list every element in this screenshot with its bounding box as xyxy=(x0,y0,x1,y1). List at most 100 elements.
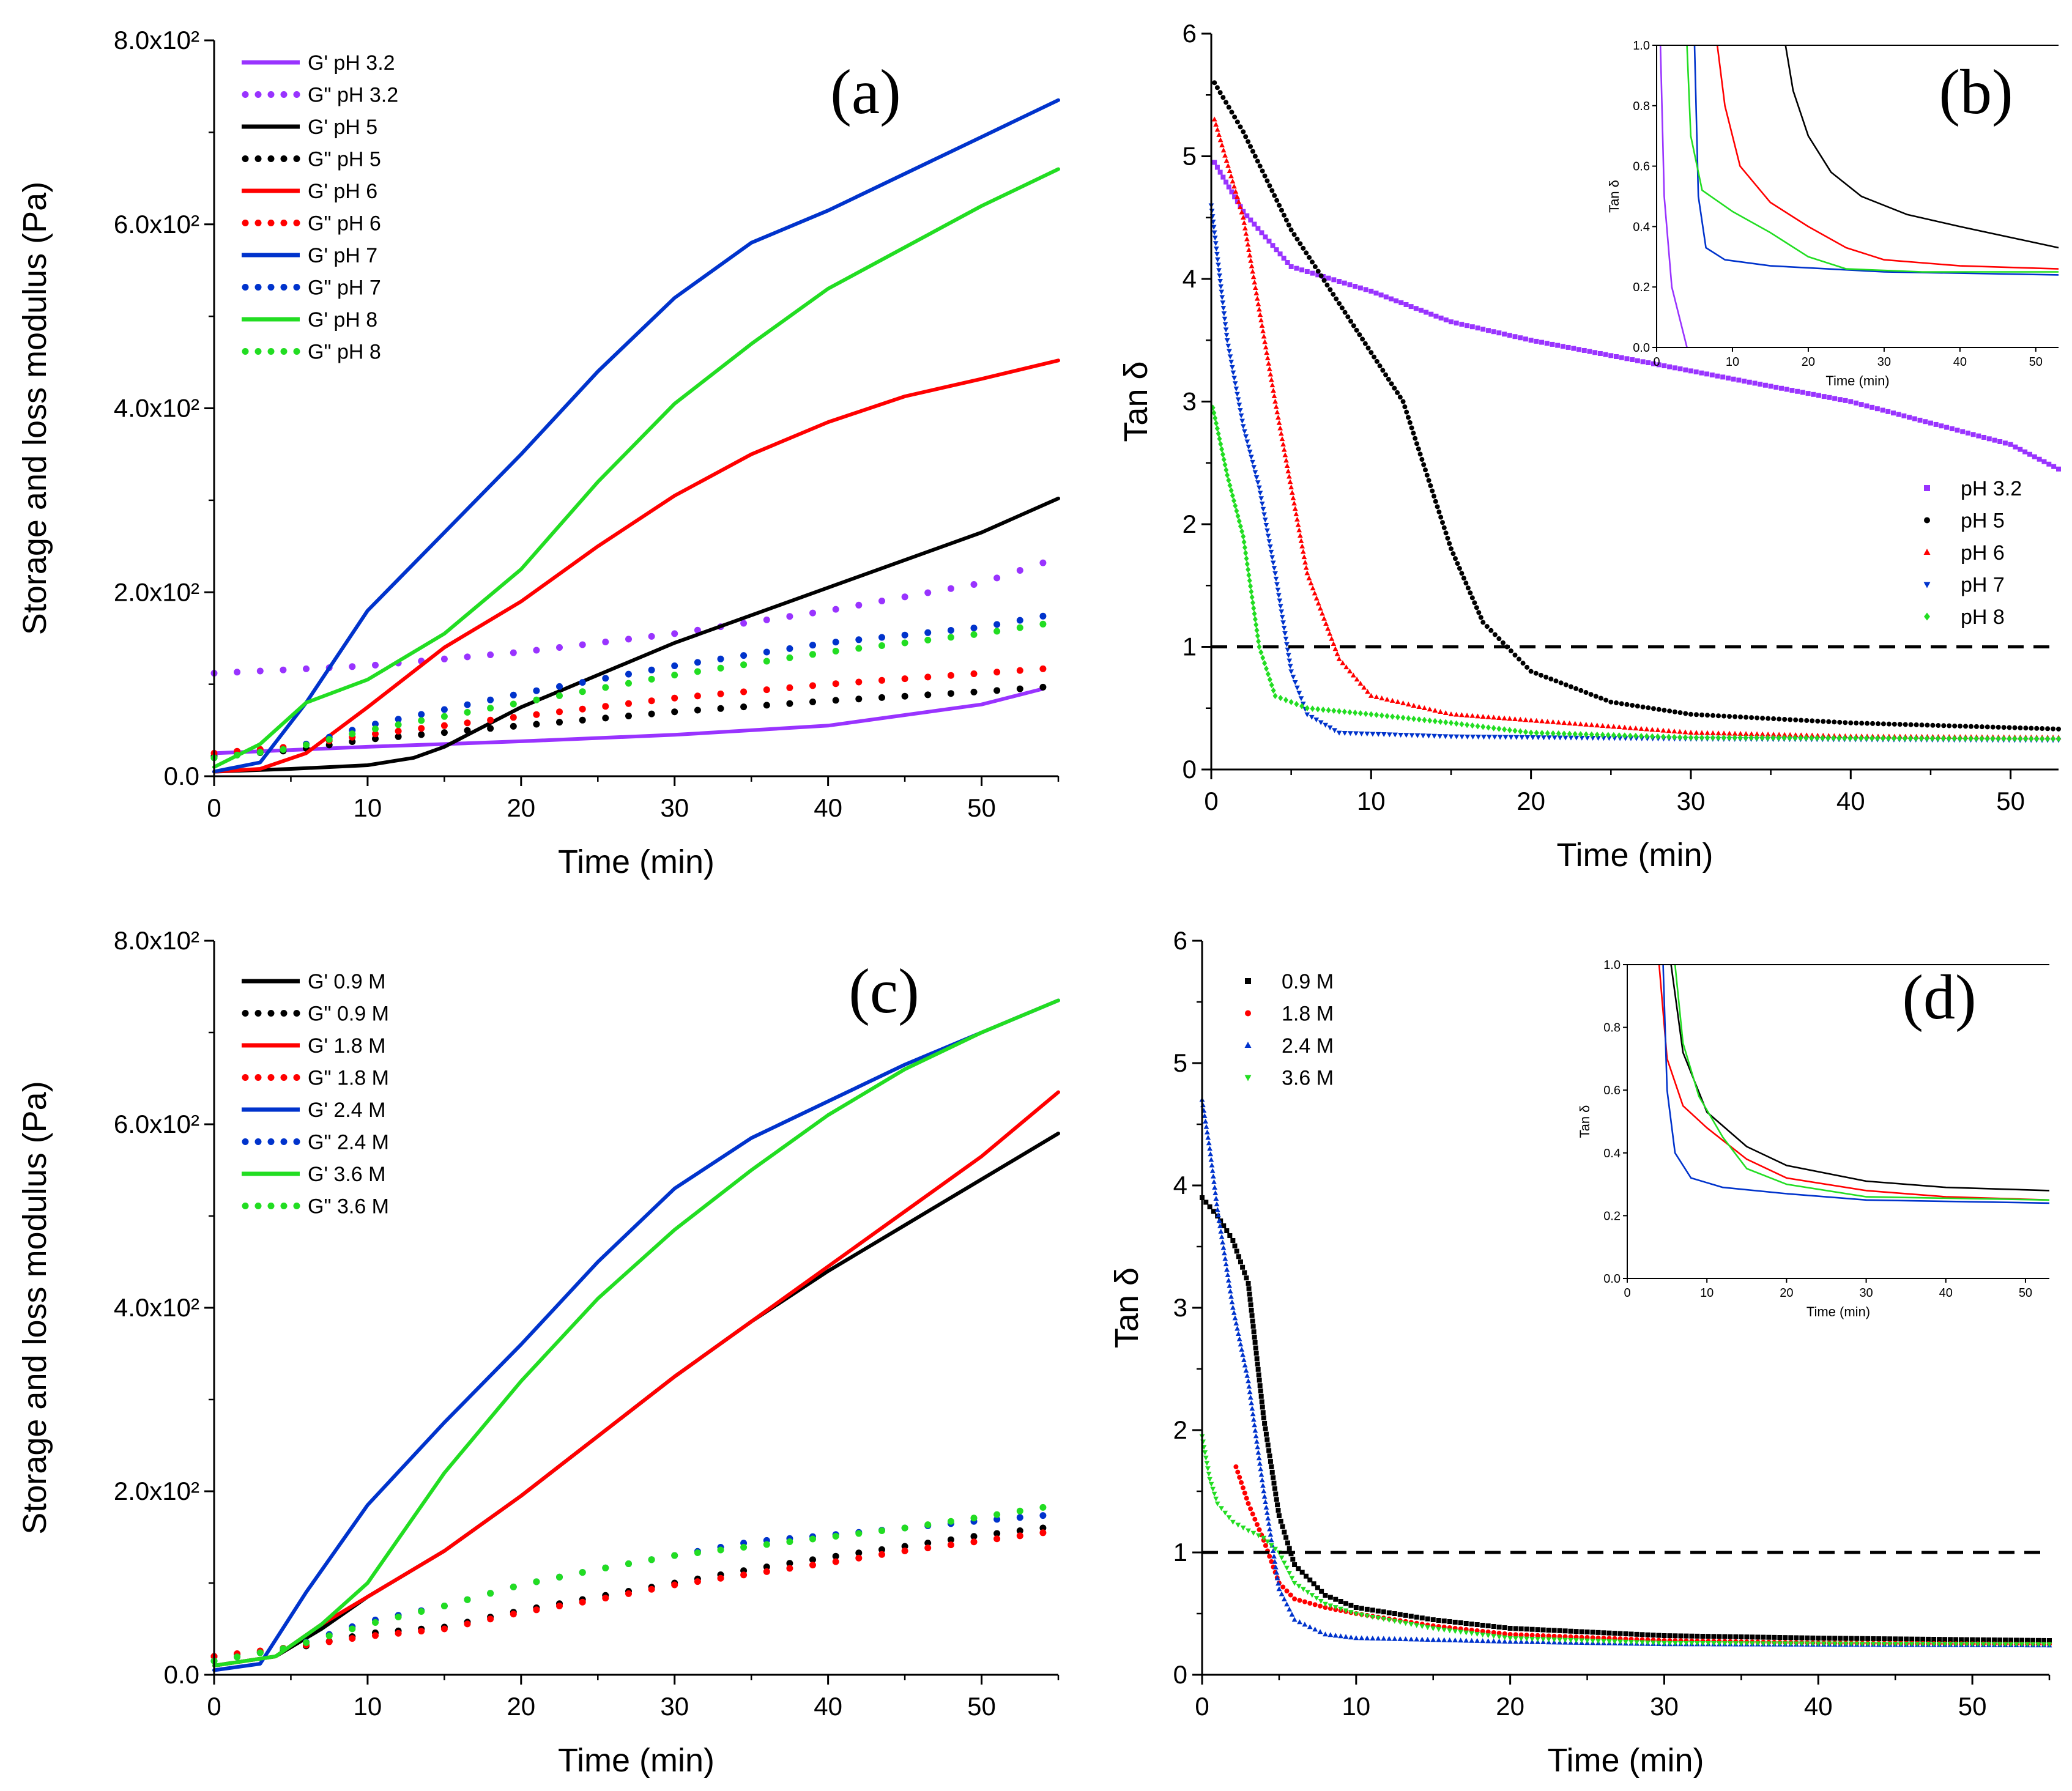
data-point xyxy=(1285,468,1291,473)
data-point xyxy=(372,735,379,743)
data-point xyxy=(1235,1331,1241,1337)
data-point xyxy=(1843,398,1848,403)
data-point xyxy=(993,1511,1001,1518)
data-point xyxy=(1827,395,1832,400)
data-point xyxy=(1265,533,1271,539)
data-point xyxy=(1373,291,1379,296)
data-point xyxy=(1203,1124,1209,1129)
data-point xyxy=(1299,703,1305,710)
data-point xyxy=(1821,719,1826,724)
data-point xyxy=(1264,1510,1270,1515)
legend-swatch xyxy=(280,1203,288,1209)
data-point xyxy=(1677,734,1682,741)
data-point xyxy=(1357,680,1364,686)
data-point xyxy=(1370,1635,1376,1641)
data-point xyxy=(2036,1637,2041,1643)
data-point xyxy=(440,1603,448,1609)
data-point xyxy=(1555,343,1561,348)
data-point xyxy=(1292,506,1298,511)
data-point xyxy=(1326,275,1331,281)
data-point xyxy=(1837,1641,1843,1647)
data-point xyxy=(1252,470,1258,475)
data-point xyxy=(1528,729,1534,736)
series-markers-d-0 xyxy=(1200,1195,2052,1643)
data-point xyxy=(1304,570,1310,576)
data-point xyxy=(1224,338,1230,344)
data-point xyxy=(878,1527,885,1534)
data-point xyxy=(1885,409,1891,414)
data-point xyxy=(1990,724,1996,730)
data-point xyxy=(1428,311,1434,317)
legend-swatch xyxy=(254,348,262,355)
x-tick-label: 50 xyxy=(967,793,996,822)
data-point xyxy=(671,662,678,669)
data-point xyxy=(1766,1634,1772,1640)
data-point xyxy=(1496,714,1502,720)
data-point xyxy=(1216,268,1222,273)
data-point xyxy=(1422,716,1427,724)
data-point xyxy=(1206,1140,1212,1146)
data-point xyxy=(1480,1638,1486,1644)
data-point xyxy=(1353,1611,1359,1617)
data-point xyxy=(924,636,932,643)
data-point xyxy=(1250,1417,1257,1422)
data-point xyxy=(1556,730,1561,737)
data-point xyxy=(1810,718,1815,724)
series-markers-b-1 xyxy=(1212,80,2061,732)
legend-b: pH 3.2pH 5pH 6pH 7pH 8 xyxy=(1923,477,2022,629)
data-point xyxy=(1578,688,1584,693)
data-point xyxy=(993,1530,1001,1537)
data-point xyxy=(1578,731,1583,738)
data-point xyxy=(1781,732,1788,737)
data-point xyxy=(1252,221,1257,227)
data-point xyxy=(1502,1638,1508,1644)
data-point xyxy=(2007,735,2012,742)
x-tick-label: 40 xyxy=(814,1692,842,1721)
data-point xyxy=(855,1549,863,1557)
data-point xyxy=(1771,1641,1777,1647)
data-point xyxy=(1389,697,1395,703)
data-point xyxy=(1256,485,1262,491)
data-point xyxy=(1931,1637,1937,1642)
data-point xyxy=(1327,725,1333,731)
data-point xyxy=(1752,380,1758,386)
data-point xyxy=(1463,1630,1469,1636)
data-point xyxy=(1016,1514,1023,1521)
data-point xyxy=(1441,1628,1447,1633)
data-point xyxy=(1254,627,1260,634)
data-point xyxy=(1947,723,1952,729)
data-point xyxy=(1433,313,1439,319)
data-point xyxy=(1892,1642,1898,1647)
data-point xyxy=(1257,1527,1262,1532)
data-point xyxy=(1649,733,1655,740)
data-point xyxy=(1313,718,1320,723)
data-point xyxy=(1507,333,1512,338)
data-point xyxy=(1283,1535,1289,1540)
data-point xyxy=(325,1638,333,1645)
data-point xyxy=(809,1562,816,1569)
data-point xyxy=(1738,714,1743,720)
data-point xyxy=(1239,418,1246,424)
data-point xyxy=(1903,722,1908,727)
data-point xyxy=(1271,687,1276,694)
data-point xyxy=(2030,1637,2036,1643)
data-point xyxy=(1853,735,1858,741)
data-point xyxy=(1710,734,1715,741)
data-point xyxy=(1239,528,1245,535)
data-point xyxy=(1285,260,1290,265)
data-point xyxy=(1584,1638,1590,1644)
data-point xyxy=(1244,1496,1249,1501)
data-point xyxy=(648,697,655,705)
data-point xyxy=(1646,705,1651,711)
data-point xyxy=(418,717,425,724)
x-axis-title: Time (min) xyxy=(1548,1742,1704,1779)
legend-label: G" 3.6 M xyxy=(308,1195,389,1218)
data-point xyxy=(809,651,816,658)
data-point xyxy=(1480,713,1486,719)
data-point xyxy=(1269,188,1275,193)
data-point xyxy=(1711,1634,1717,1639)
data-point xyxy=(809,699,816,705)
data-point xyxy=(1242,429,1247,434)
data-point xyxy=(1357,285,1363,291)
data-point xyxy=(1484,624,1490,629)
